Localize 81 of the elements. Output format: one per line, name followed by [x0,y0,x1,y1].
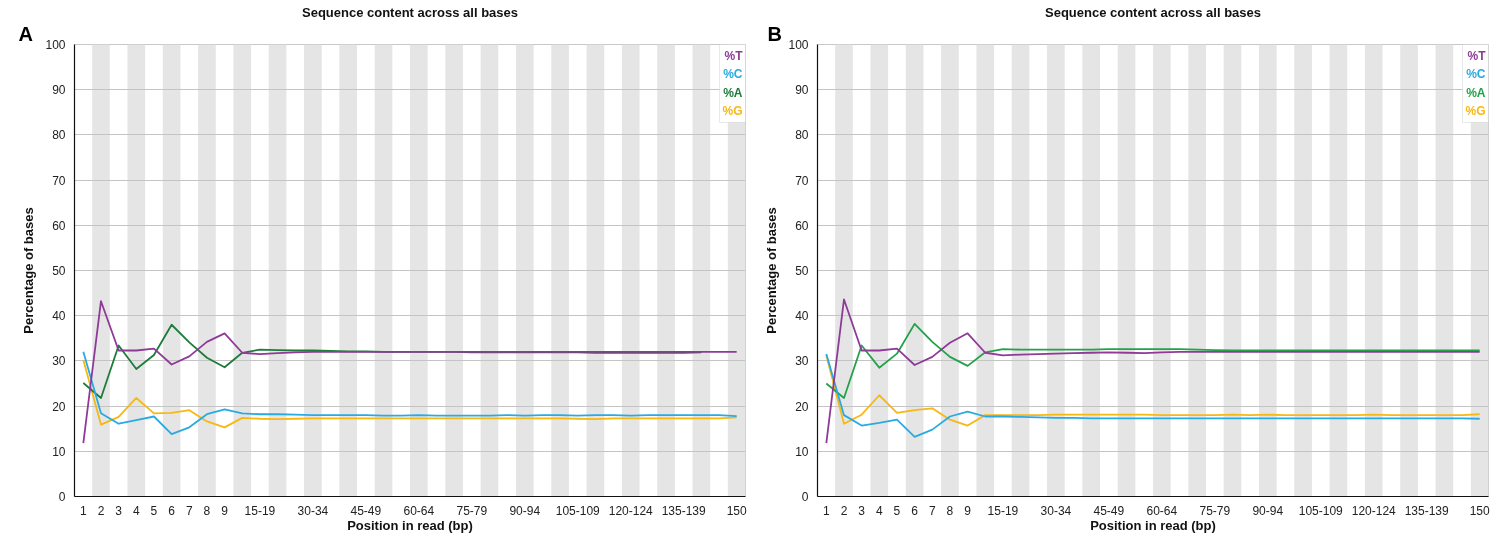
x-tick-label: 90-94 [1252,503,1284,518]
y-tick-label: 70 [795,173,809,188]
x-tick-label: 105-109 [1298,503,1344,518]
x-axis-title: Position in read (bp) [347,517,473,533]
x-tick-label: 90-94 [509,503,541,518]
x-tick-label: 15-19 [244,503,276,518]
x-tick-label: 30-34 [297,503,329,518]
y-tick-label: 70 [52,173,66,188]
chart-title: Sequence content across all bases [301,4,519,20]
x-tick-label: 45-49 [1093,503,1125,518]
text: %G [1465,104,1486,119]
x-tick-label: 9 [964,503,972,518]
y-tick-label: 20 [52,399,66,414]
y-tick-label: 0 [58,490,66,504]
line-series [82,300,738,445]
text: %C [723,67,743,82]
x-tick-label: 150 [1469,503,1491,518]
y-tick-label: 100 [45,38,66,52]
x-tick-label: 120-124 [608,503,654,518]
x-tick-label: 8 [946,503,954,518]
x-tick-label: 7 [928,503,936,518]
text: B [767,22,782,45]
text: %A [723,85,743,100]
x-tick-label: 75-79 [1199,503,1231,518]
x-tick-label: 30-34 [1040,503,1072,518]
text: %C [1466,67,1486,82]
x-tick-label: 60-64 [403,503,435,518]
x-tick-label: 3 [858,503,866,518]
text: %T [1467,48,1487,63]
line-series [82,359,738,429]
x-tick-label: 3 [115,503,123,518]
x-tick-label: 1 [79,503,87,518]
x-tick-label: 2 [840,503,848,518]
x-axis-title: Position in read (bp) [1090,517,1216,533]
x-tick-label: 5 [893,503,901,518]
chart-title: Sequence content across all bases [1044,4,1262,20]
y-tick-label: 20 [795,399,809,414]
x-tick-label: 60-64 [1146,503,1178,518]
y-tick-label: 30 [795,354,809,369]
x-tick-label: 45-49 [350,503,382,518]
line-series [825,322,1481,399]
x-tick-label: 5 [150,503,158,518]
y-tick-label: 30 [52,354,66,369]
x-tick-label: 15-19 [987,503,1019,518]
y-tick-label: 50 [52,264,66,278]
y-tick-label: 0 [801,490,809,504]
text: %T [724,48,744,63]
y-tick-label: 40 [52,309,66,324]
x-tick-label: 4 [132,503,140,518]
line-series [82,350,738,436]
x-tick-label: 120-124 [1351,503,1397,518]
x-tick-label: 2 [97,503,105,518]
x-tick-label: 150 [726,503,748,518]
line-series [825,298,1481,445]
y-tick-label: 10 [52,444,66,459]
x-tick-label: 75-79 [456,503,488,518]
x-tick-label: 135-139 [661,503,707,518]
text: %G [722,104,743,119]
x-tick-label: 4 [875,503,883,518]
x-tick-label: 7 [185,503,193,518]
y-tick-label: 90 [52,83,66,98]
y-axis-title: Percentage of bases [21,207,37,334]
y-tick-label: 10 [795,444,809,459]
y-tick-label: 80 [52,128,66,143]
text: %A [1466,85,1486,100]
x-tick-label: 105-109 [555,503,601,518]
text: A [18,22,33,45]
x-tick-label: 1 [822,503,830,518]
y-tick-label: 60 [795,218,809,233]
y-axis-title: Percentage of bases [764,207,780,334]
y-tick-label: 90 [795,83,809,98]
x-tick-label: 6 [911,503,919,518]
y-tick-label: 80 [795,128,809,143]
y-tick-label: 40 [795,309,809,324]
y-tick-label: 100 [788,38,809,52]
x-tick-label: 135-139 [1404,503,1450,518]
y-tick-label: 50 [795,264,809,278]
x-tick-label: 6 [168,503,176,518]
y-tick-label: 60 [52,218,66,233]
x-tick-label: 9 [221,503,229,518]
x-tick-label: 8 [203,503,211,518]
